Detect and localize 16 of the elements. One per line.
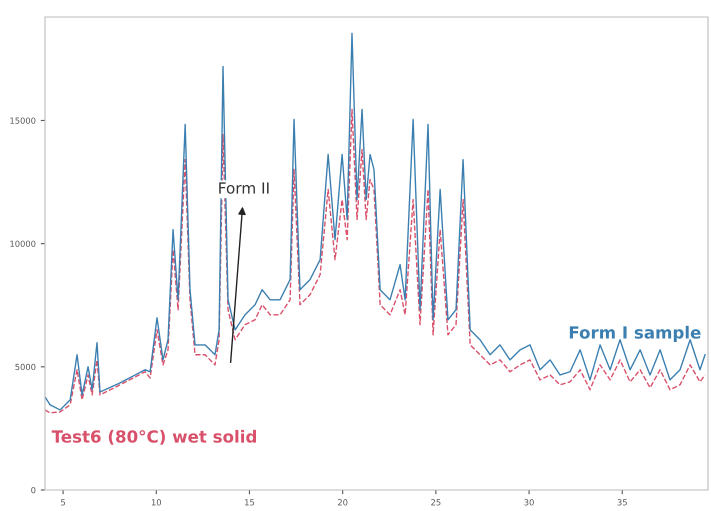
x-tick-label: 20 — [338, 499, 348, 506]
line-series — [45, 108, 706, 414]
series-label: Form I sample — [570, 326, 701, 342]
series-label: Test6 (80°C) wet solid — [52, 430, 256, 445]
annotation: Form II — [219, 182, 269, 194]
y-tick-label: 0 — [31, 486, 36, 494]
x-tick-label: 5 — [61, 499, 66, 506]
x-tick-label: 10 — [152, 499, 162, 506]
x-tick-label: 35 — [618, 499, 627, 506]
x-tick-label: 25 — [431, 499, 440, 506]
y-tick-label: 15000 — [10, 117, 36, 124]
line-series — [45, 32, 706, 411]
y-tick-label: 5000 — [15, 364, 36, 370]
x-tick-label: 15 — [245, 499, 254, 506]
x-tick-label: 30 — [524, 499, 534, 506]
y-tick-label: 10000 — [10, 240, 36, 247]
